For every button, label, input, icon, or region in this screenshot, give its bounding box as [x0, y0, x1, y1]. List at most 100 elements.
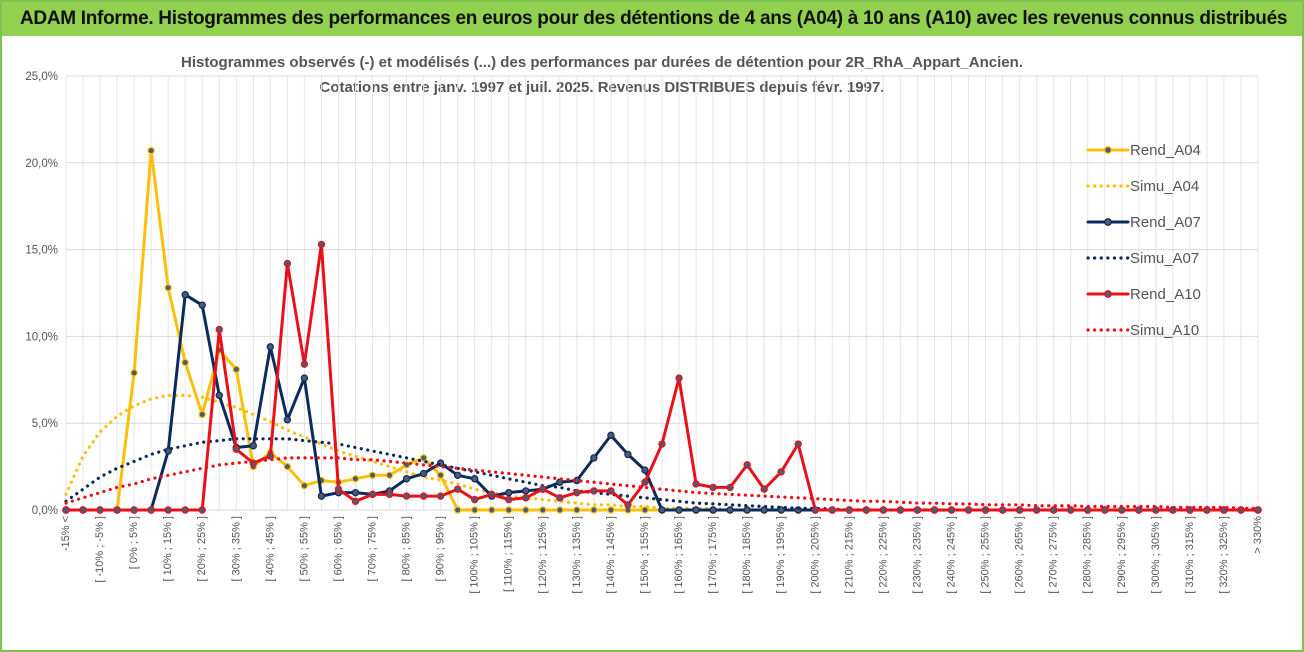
- data-point: [726, 506, 734, 514]
- data-point: [470, 495, 479, 504]
- data-point: [1049, 506, 1058, 514]
- data-point: [913, 506, 922, 514]
- data-point: [368, 471, 377, 479]
- x-tick-label: [ 50% ; 55% ]: [298, 516, 310, 581]
- x-tick-label: [ 190% ; 195% ]: [775, 516, 787, 594]
- data-point: [147, 506, 155, 514]
- data-point: [351, 488, 360, 497]
- data-point: [522, 487, 530, 495]
- x-tick-label: [ 200% ; 205% ]: [809, 516, 821, 594]
- data-point: [470, 475, 479, 483]
- data-point: [1220, 506, 1228, 514]
- x-tick-label: [ 180% ; 185% ]: [741, 516, 753, 594]
- data-point: [164, 284, 172, 292]
- data-point: [641, 478, 649, 486]
- data-point: [283, 462, 292, 471]
- data-point: [181, 358, 189, 367]
- data-point: [522, 494, 530, 502]
- data-point: [743, 461, 751, 469]
- data-point: [828, 506, 836, 514]
- x-tick-label: -15% <: [60, 516, 72, 551]
- data-point: [436, 492, 445, 500]
- x-axis-ticks: -15% < [ -10% ; -5% ] [ 0% ; 5% ] [ 10% ; 1…: [60, 516, 1264, 594]
- data-point: [419, 454, 428, 462]
- data-point: [232, 445, 240, 453]
- data-point: [505, 488, 513, 497]
- data-point: [641, 506, 649, 514]
- series-lines: [62, 146, 1262, 514]
- data-point: [198, 410, 206, 419]
- data-point: [692, 480, 700, 488]
- data-point: [743, 506, 751, 514]
- data-point: [862, 506, 871, 514]
- data-point: [1032, 506, 1041, 514]
- data-point: [62, 506, 70, 514]
- y-tick-label: 25,0%: [25, 71, 58, 83]
- data-point: [402, 492, 411, 500]
- data-point: [539, 506, 547, 514]
- data-point: [658, 440, 666, 448]
- x-tick-label: [ 230% ; 235% ]: [911, 516, 923, 594]
- data-point: [215, 325, 223, 334]
- y-tick-label: 15,0%: [25, 245, 58, 257]
- data-point: [283, 416, 292, 424]
- data-point: [453, 485, 462, 493]
- x-tick-label: [ 270% ; 275% ]: [1048, 516, 1060, 594]
- legend-label: Simu_A07: [1130, 250, 1199, 267]
- chart-subtitle: Cotations entre janv. 1997 et juil. 2025…: [319, 79, 885, 96]
- x-tick-label: [ 80% ; 85% ]: [401, 516, 413, 581]
- x-tick-label: [ 30% ; 35% ]: [230, 516, 242, 581]
- data-point: [283, 259, 292, 268]
- data-point: [777, 468, 785, 476]
- data-point: [930, 506, 939, 514]
- x-tick-label: [ 130% ; 135% ]: [571, 516, 583, 594]
- data-point: [130, 369, 138, 377]
- data-point: [368, 490, 377, 499]
- y-tick-label: 10,0%: [25, 331, 58, 343]
- data-point: [811, 506, 819, 514]
- data-point: [317, 240, 326, 249]
- x-tick-label: [ 290% ; 295% ]: [1116, 516, 1128, 594]
- data-point: [556, 506, 564, 514]
- data-point: [300, 360, 309, 368]
- data-point: [198, 506, 206, 514]
- x-tick-label: [ 110% ; 115% ]: [503, 516, 515, 592]
- data-point: [709, 483, 717, 492]
- legend-marker: [1104, 146, 1112, 154]
- data-point: [590, 487, 598, 495]
- data-point: [607, 487, 615, 495]
- header-title: ADAM Informe. Histogrammes des performan…: [20, 8, 1288, 29]
- data-point: [453, 506, 462, 514]
- legend-label: Rend_A10: [1130, 286, 1201, 303]
- x-tick-label: [ 220% ; 225% ]: [877, 516, 889, 594]
- x-tick-label: [ 300% ; 305% ]: [1150, 516, 1162, 594]
- legend: Rend_A04 Simu_A04 Rend_A07 Simu_A07 Rend_A10…: [1086, 142, 1201, 339]
- x-tick-label: [ 310% ; 315% ]: [1184, 516, 1196, 594]
- data-point: [130, 506, 138, 514]
- y-tick-label: 5,0%: [32, 418, 58, 430]
- legend-marker: [1104, 218, 1112, 226]
- data-point: [181, 506, 189, 514]
- data-point: [249, 442, 258, 450]
- data-point: [658, 506, 666, 514]
- x-tick-label: [ 250% ; 255% ]: [980, 516, 992, 594]
- x-tick-label: [ 40% ; 45% ]: [264, 516, 276, 581]
- data-point: [675, 506, 683, 514]
- data-point: [1101, 506, 1109, 514]
- x-tick-label: [ 20% ; 25% ]: [196, 516, 208, 581]
- data-point: [351, 497, 360, 506]
- x-tick-label: [ 70% ; 75% ]: [367, 516, 379, 581]
- x-tick-label: [ -10% ; -5% ]: [94, 516, 106, 583]
- data-point: [981, 506, 990, 514]
- data-point: [573, 506, 581, 514]
- data-point: [607, 506, 615, 514]
- data-point: [198, 301, 206, 309]
- data-point: [300, 481, 309, 490]
- x-tick-label: [ 210% ; 215% ]: [843, 516, 855, 594]
- legend-marker: [1104, 290, 1112, 298]
- data-point: [181, 291, 189, 299]
- x-tick-label: [ 170% ; 175% ]: [707, 516, 719, 594]
- data-point: [794, 440, 802, 448]
